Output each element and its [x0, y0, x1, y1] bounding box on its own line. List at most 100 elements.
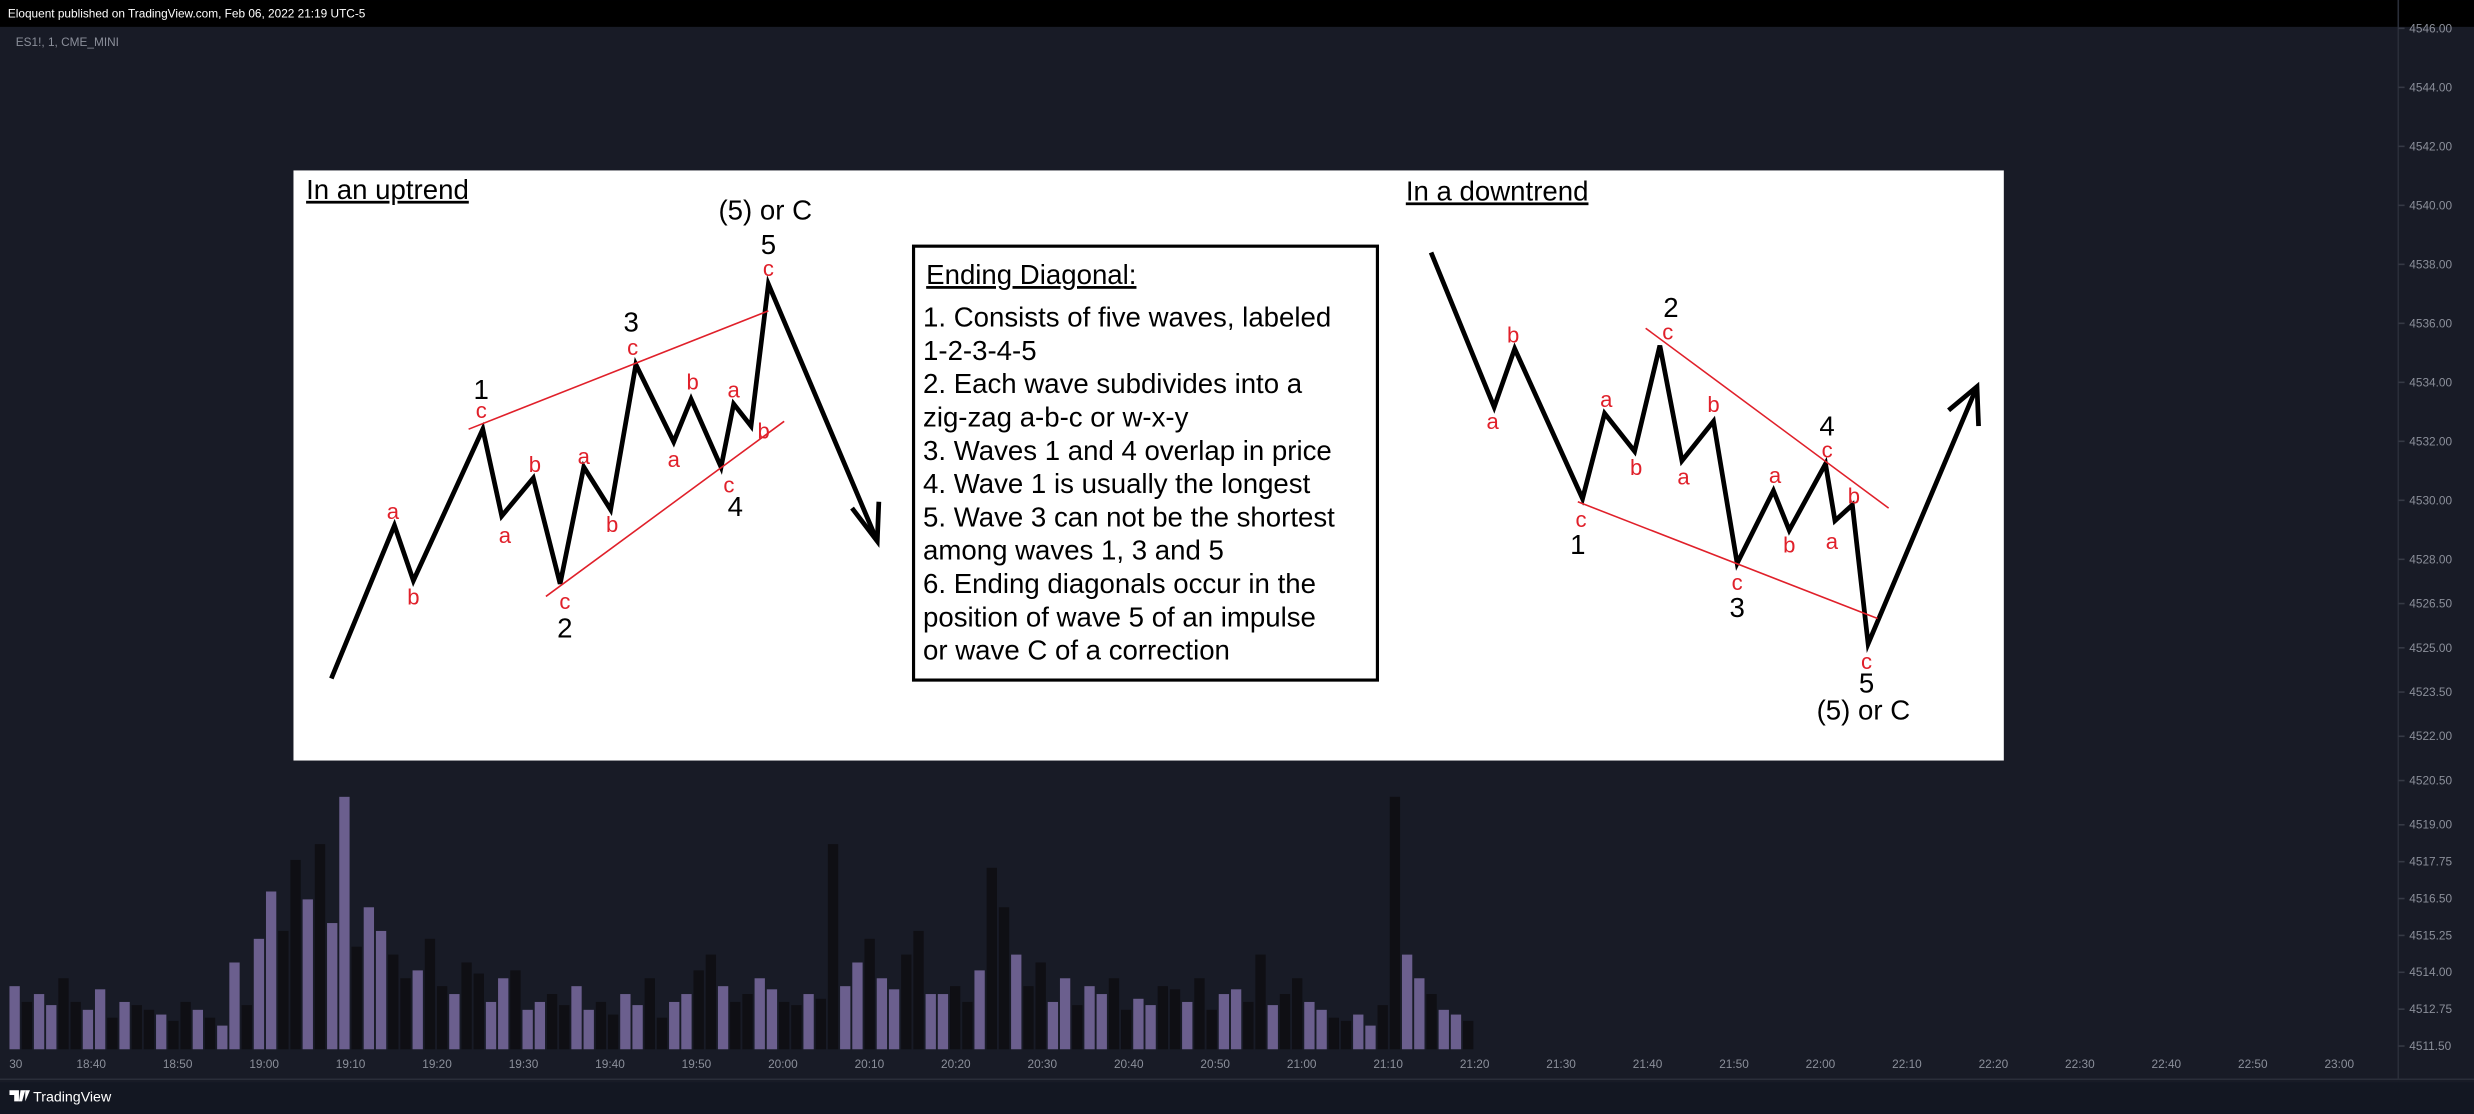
volume-bar	[656, 1017, 668, 1050]
volume-bar	[70, 1001, 81, 1050]
volume-bar	[143, 1009, 155, 1050]
volume-bar	[522, 1009, 533, 1050]
volume-bar	[766, 989, 778, 1050]
price-tick-label: 4512.75	[2409, 1002, 2452, 1016]
price-tick-label: 4546.00	[2409, 21, 2452, 35]
price-tick-label: 4536.00	[2409, 316, 2452, 330]
box-line: among waves 1, 3 and 5	[923, 535, 1224, 566]
box-line: 3. Waves 1 and 4 overlap in price	[923, 435, 1332, 466]
volume-bar	[559, 1005, 570, 1050]
time-tick-label: 30	[9, 1057, 23, 1071]
subwave-label: c	[1575, 507, 1586, 532]
subwave-label: a	[1600, 387, 1613, 412]
volume-bar	[449, 994, 460, 1050]
time-tick-label: 19:20	[422, 1057, 452, 1071]
box-line: position of wave 5 of an impulse	[923, 601, 1316, 632]
arrowhead	[1947, 381, 1981, 427]
price-tick-label: 4544.00	[2409, 80, 2452, 94]
volume-bar	[705, 954, 717, 1050]
volume-bar	[620, 994, 631, 1050]
subwave-label: a	[1677, 464, 1690, 489]
volume-bar	[742, 994, 753, 1050]
volume-bar	[607, 1014, 619, 1050]
wave-label: 3	[623, 306, 638, 337]
volume-bar	[156, 1014, 167, 1050]
price-tick-label: 4528.00	[2409, 552, 2452, 566]
volume-bar	[1292, 978, 1303, 1050]
volume-bar	[375, 930, 387, 1050]
price-tick-label: 4538.00	[2409, 257, 2452, 271]
volume-bar	[1096, 994, 1107, 1050]
tv-logo	[9, 1090, 30, 1102]
volume-bar	[815, 998, 826, 1050]
wave-lines	[329, 251, 1981, 680]
volume-bar	[1084, 986, 1095, 1050]
wave-label: 4	[728, 491, 743, 522]
volume-bar	[388, 954, 399, 1050]
price-tick-label: 4526.50	[2409, 597, 2452, 611]
volume-bar	[937, 994, 949, 1050]
volume-bar	[888, 989, 900, 1050]
volume-bar	[339, 796, 350, 1050]
volume-bar	[827, 844, 839, 1050]
subwave-label: b	[529, 452, 541, 477]
volume-bar	[730, 1001, 741, 1050]
volume-bar	[913, 930, 924, 1050]
time-tick-label: 20:20	[941, 1057, 971, 1071]
wave-label: 2	[557, 612, 572, 643]
volume-bar	[351, 946, 362, 1050]
volume-bar	[400, 978, 411, 1050]
volume-bar	[1169, 989, 1181, 1050]
subwave-label: a	[728, 378, 741, 403]
wave-label: (5) or C	[1817, 695, 1911, 726]
volume-bar	[1340, 1020, 1352, 1050]
time-tick-label: 22:00	[1806, 1057, 1836, 1071]
subwave-label: b	[758, 419, 770, 444]
price-tick-label: 4519.00	[2409, 818, 2452, 832]
volume-bar	[1426, 994, 1437, 1050]
volume-bar	[1377, 1005, 1388, 1050]
time-tick-label: 19:50	[682, 1057, 712, 1071]
volume-bar	[1182, 1001, 1193, 1050]
volume-bar	[192, 1009, 204, 1050]
price-tick-label: 4532.00	[2409, 434, 2452, 448]
info-box	[911, 244, 1380, 682]
lower-line	[1577, 501, 1878, 620]
volume-bar	[302, 899, 313, 1050]
volume-bar	[1389, 796, 1401, 1050]
volume-bar	[131, 1005, 142, 1050]
volume-bar	[1316, 1009, 1327, 1050]
wave-label: 3	[1729, 592, 1744, 623]
volume-bar	[864, 938, 875, 1050]
volume-bar	[21, 1001, 33, 1050]
volume-bar	[94, 989, 106, 1050]
time-tick-label: 19:10	[336, 1057, 366, 1071]
time-tick-label: 19:30	[509, 1057, 539, 1071]
volume-bar	[1365, 1025, 1376, 1050]
subwave-label: c	[1732, 570, 1743, 595]
volume-bar	[583, 1009, 594, 1050]
volume-bar	[436, 986, 448, 1050]
volume-bar	[681, 994, 692, 1050]
volume-bar	[1230, 989, 1242, 1050]
time-tick-label: 21:20	[1460, 1057, 1490, 1071]
logo-mark	[9, 1090, 30, 1102]
volume-bar	[901, 954, 912, 1050]
volume-bar	[1133, 998, 1144, 1050]
volume-bar	[925, 994, 936, 1050]
volume-bar	[485, 1001, 497, 1050]
subwave-label: a	[499, 523, 512, 548]
price-tick-label: 4514.00	[2409, 965, 2452, 979]
uptrend-wave	[329, 274, 880, 680]
volume-bar	[46, 1005, 57, 1050]
price-tick-label: 4511.50	[2409, 1039, 2451, 1053]
subwave-label: b	[1848, 483, 1860, 508]
subwave-label: c	[1662, 319, 1673, 344]
volume-bar	[1047, 1001, 1059, 1050]
volume-bar	[241, 1005, 252, 1050]
volume-bar	[327, 923, 338, 1050]
wave-label: 2	[1663, 292, 1678, 323]
box-line: or wave C of a correction	[923, 635, 1230, 666]
upper-line	[1645, 327, 1890, 509]
